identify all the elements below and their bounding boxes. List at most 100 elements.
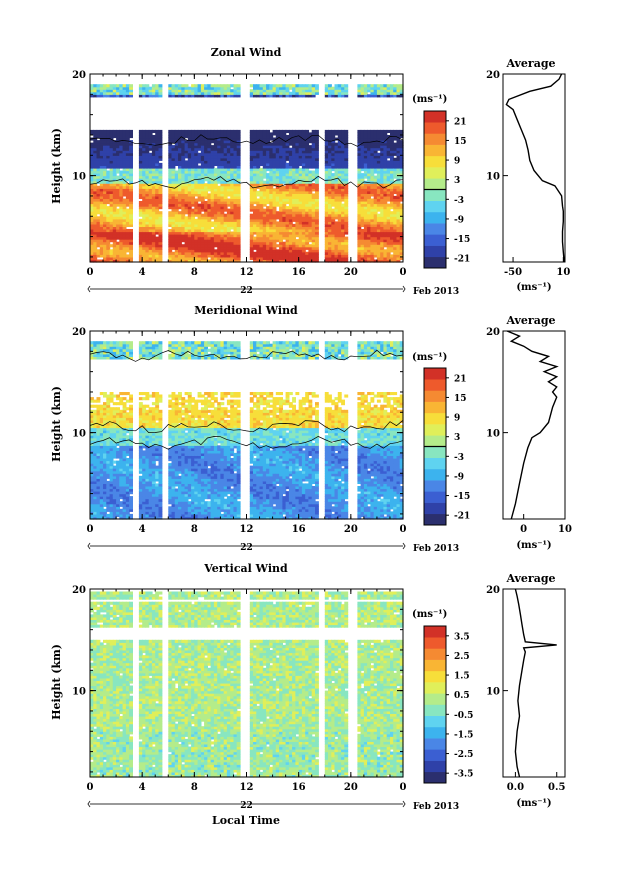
heatmap-cell: [119, 94, 124, 98]
heatmap-cell: [103, 256, 107, 260]
heatmap-cell: [145, 256, 150, 260]
heatmap-cell: [197, 142, 202, 146]
heatmap-cell: [112, 226, 117, 230]
heatmap-cell: [145, 241, 150, 245]
heatmap-cell: [109, 170, 114, 174]
heatmap-cell: [116, 129, 120, 133]
heatmap-cell: [125, 152, 130, 156]
heatmap-cell: [129, 239, 133, 243]
heatmap-cell: [174, 231, 179, 235]
heatmap-cell: [191, 160, 195, 164]
heatmap-cell: [90, 218, 94, 222]
y-tick-label: 20: [72, 70, 86, 81]
heatmap-cell: [103, 221, 107, 225]
heatmap-cell: [96, 129, 101, 133]
heatmap-cell: [194, 203, 199, 207]
heatmap-cell: [171, 216, 176, 220]
heatmap-cell: [112, 249, 117, 253]
heatmap-cell: [148, 246, 153, 250]
heatmap-cell: [129, 206, 133, 210]
heatmap-cell: [116, 234, 120, 238]
heatmap-cell: [90, 155, 94, 159]
heatmap-cell: [93, 221, 98, 225]
heatmap-cell: [109, 168, 114, 172]
heatmap-cell: [122, 162, 127, 166]
heatmap-cell: [112, 244, 117, 248]
heatmap-cell: [93, 84, 98, 88]
heatmap-cell: [148, 256, 153, 260]
heatmap-cell: [122, 157, 127, 161]
heatmap-cell: [138, 91, 143, 95]
heatmap-cell: [236, 129, 241, 133]
heatmap-cell: [142, 185, 147, 189]
heatmap-cell: [109, 160, 114, 164]
heatmap-cell: [181, 91, 186, 95]
heatmap-cell: [142, 259, 147, 263]
heatmap-cell: [145, 201, 150, 205]
heatmap-cell: [145, 190, 150, 194]
heatmap-cell: [109, 188, 114, 192]
heatmap-cell: [171, 188, 176, 192]
heatmap-cell: [112, 229, 117, 233]
heatmap-cell: [191, 135, 195, 139]
heatmap-cell: [178, 221, 182, 225]
heatmap-cell: [129, 178, 133, 182]
heatmap-cell: [103, 251, 107, 255]
heatmap-cell: [103, 137, 107, 141]
heatmap-cell: [184, 150, 189, 154]
heatmap-cell: [194, 129, 199, 133]
heatmap-cell: [151, 165, 156, 169]
heatmap-cell: [181, 157, 186, 161]
heatmap-cell: [99, 201, 104, 205]
heatmap-cell: [197, 226, 202, 230]
heatmap-cell: [96, 223, 101, 227]
heatmap-cell: [93, 236, 98, 240]
heatmap-cell: [106, 150, 111, 154]
heatmap-cell: [184, 160, 189, 164]
heatmap-cell: [125, 162, 130, 166]
heatmap-cell: [106, 147, 111, 151]
heatmap-cell: [197, 89, 202, 93]
heatmap-cell: [90, 251, 94, 255]
heatmap-cell: [106, 142, 111, 146]
average-line: [505, 73, 565, 263]
heatmap-cell: [112, 239, 117, 243]
heatmap-cell: [197, 241, 202, 245]
heatmap-cell: [119, 256, 124, 260]
heatmap-cell: [197, 208, 202, 212]
heatmap-cell: [151, 145, 156, 149]
heatmap-cell: [109, 178, 114, 182]
heatmap-cell: [200, 229, 205, 233]
heatmap-cell: [171, 231, 176, 235]
heatmap-cell: [138, 244, 143, 248]
heatmap-cell: [112, 246, 117, 250]
heatmap-cell: [187, 211, 192, 215]
heatmap-cell: [109, 190, 114, 194]
heatmap-cell: [155, 152, 160, 156]
heatmap-cell: [197, 135, 202, 139]
heatmap-cell: [145, 94, 150, 98]
heatmap-cell: [99, 170, 104, 174]
heatmap-cell: [142, 170, 147, 174]
heatmap-cell: [93, 190, 98, 194]
heatmap-cell: [145, 150, 150, 154]
heatmap-cell: [181, 221, 186, 225]
heatmap-cell: [145, 226, 150, 230]
heatmap-cell: [181, 180, 186, 184]
heatmap-cell: [151, 168, 156, 172]
heatmap-cell: [125, 234, 130, 238]
heatmap-cell: [151, 201, 156, 205]
heatmap-cell: [187, 129, 192, 133]
heatmap-cell: [148, 218, 153, 222]
heatmap-cell: [171, 89, 176, 93]
heatmap-cell: [155, 193, 160, 197]
heatmap-cell: [191, 185, 195, 189]
heatmap-cell: [99, 162, 104, 166]
heatmap-cell: [148, 239, 153, 243]
heatmap-cell: [184, 234, 189, 238]
heatmap-cell: [109, 221, 114, 225]
heatmap-cell: [99, 241, 104, 245]
heatmap-cell: [194, 170, 199, 174]
heatmap-cell: [197, 91, 202, 95]
heatmap-cell: [109, 259, 114, 263]
